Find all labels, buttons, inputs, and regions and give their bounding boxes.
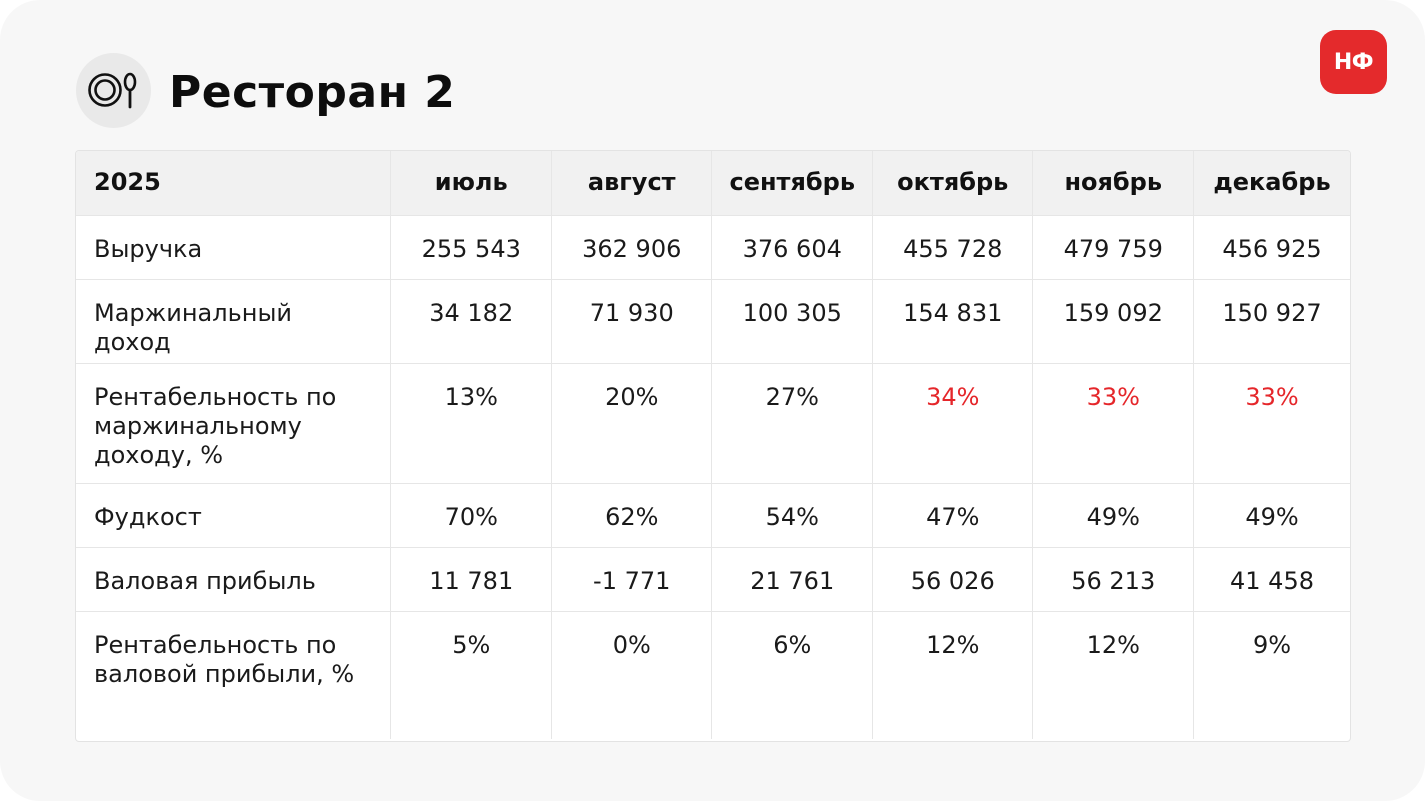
month-header: ноябрь: [1032, 151, 1194, 216]
table-cell: 12%: [871, 610, 1034, 739]
table-cell: 33%: [1032, 362, 1194, 484]
table-row: Фудкост 70% 62% 54% 47% 49% 49%: [76, 482, 1350, 548]
month-header: октябрь: [871, 151, 1034, 216]
table-cell: 41 458: [1192, 546, 1350, 612]
table-header-row: 2025 июль август сентябрь октябрь ноябрь…: [76, 151, 1350, 216]
table-cell: 21 761: [711, 546, 873, 612]
table-cell: 49%: [1032, 482, 1194, 548]
table-row: Выручка 255 543 362 906 376 604 455 728 …: [76, 214, 1350, 280]
table-cell: 49%: [1192, 482, 1350, 548]
row-label: Рентабельность по валовой прибыли, %: [76, 610, 392, 739]
table-cell: 456 925: [1192, 214, 1350, 280]
table-cell: 5%: [390, 610, 552, 739]
brand-logo: НФ: [1320, 30, 1387, 94]
header: Ресторан 2: [76, 52, 455, 128]
plate-spoon-icon-graphic: [87, 72, 136, 109]
table-cell: 9%: [1192, 610, 1350, 739]
table-cell: 0%: [550, 610, 713, 739]
table-cell: 47%: [871, 482, 1034, 548]
table-cell: 20%: [550, 362, 713, 484]
table-cell: 34%: [871, 362, 1034, 484]
table-cell: 56 213: [1032, 546, 1194, 612]
financial-table-grid: 2025 июль август сентябрь октябрь ноябрь…: [76, 151, 1350, 739]
table-cell: 71 930: [550, 278, 713, 364]
table-cell: 455 728: [871, 214, 1034, 280]
table-cell: 479 759: [1032, 214, 1194, 280]
month-header: сентябрь: [711, 151, 873, 216]
table-cell: 11 781: [390, 546, 552, 612]
table-cell: 33%: [1192, 362, 1350, 484]
month-header: декабрь: [1192, 151, 1350, 216]
year-header: 2025: [76, 151, 392, 216]
table-row: Валовая прибыль 11 781 -1 771 21 761 56 …: [76, 546, 1350, 612]
month-header: июль: [390, 151, 552, 216]
financial-table: 2025 июль август сентябрь октябрь ноябрь…: [75, 150, 1351, 742]
row-label: Выручка: [76, 214, 392, 280]
table-cell: 362 906: [550, 214, 713, 280]
row-label: Фудкост: [76, 482, 392, 548]
row-label: Рентабельность по маржинальному доходу, …: [76, 362, 392, 484]
table-cell: 27%: [711, 362, 873, 484]
table-cell: 159 092: [1032, 278, 1194, 364]
table-cell: 100 305: [711, 278, 873, 364]
table-cell: 154 831: [871, 278, 1034, 364]
month-header: август: [550, 151, 713, 216]
table-cell: 12%: [1032, 610, 1194, 739]
table-row: Маржинальный доход 34 182 71 930 100 305…: [76, 278, 1350, 364]
table-cell: 6%: [711, 610, 873, 739]
table-cell: 62%: [550, 482, 713, 548]
table-cell: 13%: [390, 362, 552, 484]
row-label: Валовая прибыль: [76, 546, 392, 612]
table-cell: 54%: [711, 482, 873, 548]
row-label: Маржинальный доход: [76, 278, 392, 364]
page-title: Ресторан 2: [169, 66, 456, 118]
table-row: Рентабельность по маржинальному доходу, …: [76, 362, 1350, 484]
table-cell: 376 604: [711, 214, 873, 280]
table-cell: 70%: [390, 482, 552, 548]
table-cell: 150 927: [1192, 278, 1350, 364]
table-cell: -1 771: [550, 546, 713, 612]
plate-spoon-icon: [76, 52, 151, 128]
table-row: Рентабельность по валовой прибыли, % 5% …: [76, 610, 1350, 739]
table-cell: 255 543: [390, 214, 552, 280]
table-cell: 56 026: [871, 546, 1034, 612]
table-cell: 34 182: [390, 278, 552, 364]
